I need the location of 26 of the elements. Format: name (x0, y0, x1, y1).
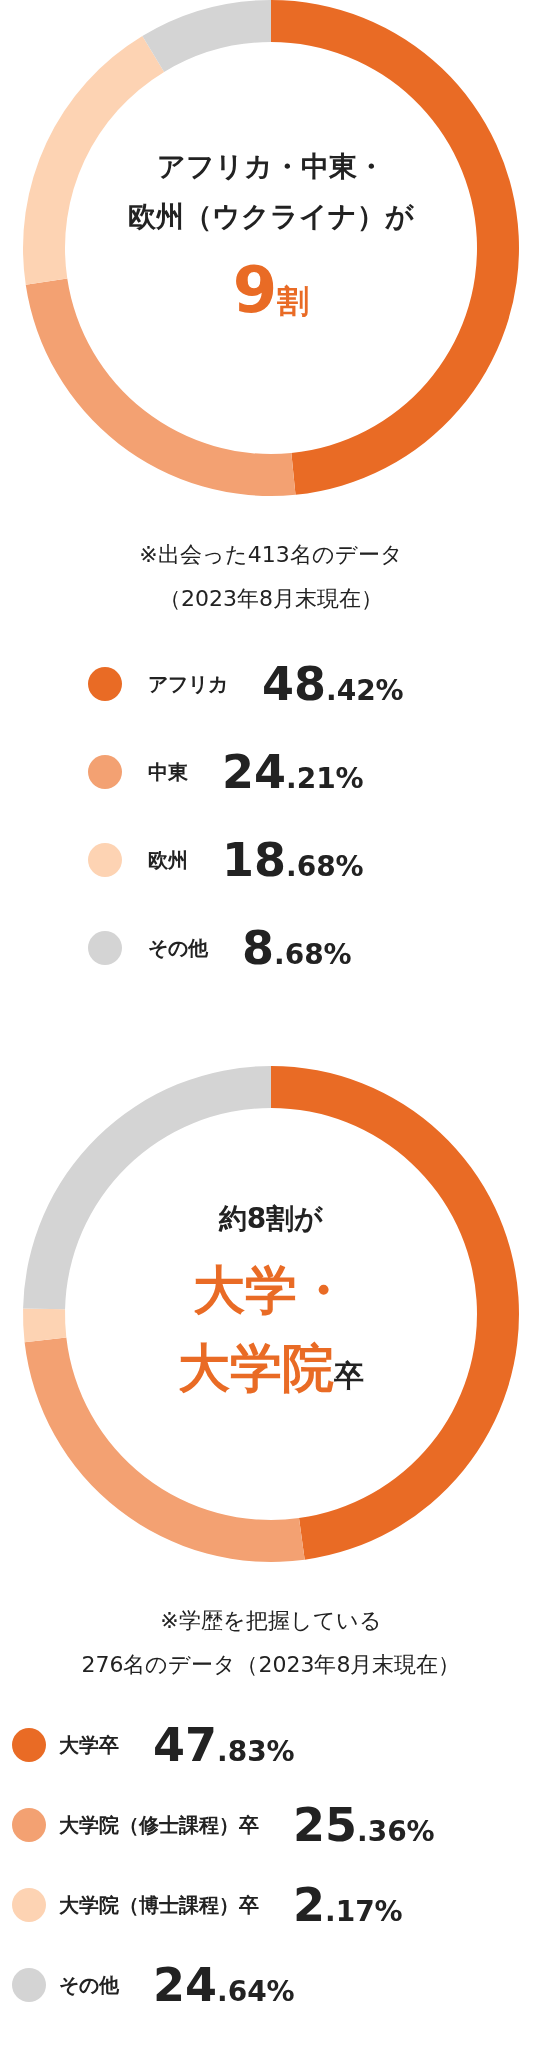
data-label: 2.17% (293, 1878, 403, 1932)
text: 約8割が (217, 1202, 325, 1235)
text: アフリカ・中東・欧州（ウクライナ）が (128, 150, 415, 233)
data-label: 47.83% (153, 1718, 295, 1772)
text: （2023年8月末現在） (159, 586, 383, 611)
data-label: 24.64% (153, 1958, 295, 2012)
legend-label: その他 (148, 936, 209, 960)
legend-label: 欧州 (148, 848, 188, 872)
legend-label: 中東 (148, 760, 188, 784)
text: 276名のデータ（2023年8月末現在） (81, 1652, 461, 1677)
legend-label: その他 (59, 1973, 120, 1997)
data-label: 25.36% (293, 1798, 435, 1852)
data-label: 24.21% (222, 745, 364, 799)
legend-label: 大学院（修士課程）卒 (59, 1813, 259, 1837)
text: ※学歴を把握している (160, 1608, 382, 1633)
legend-label: 大学院（博士課程）卒 (59, 1893, 259, 1917)
donut-slice (23, 1308, 67, 1343)
legend-label: アフリカ (148, 672, 228, 696)
data-label: 18.68% (222, 833, 364, 887)
text: 大学・大学院卒 (178, 1260, 364, 1398)
legend-label: 大学卒 (59, 1733, 119, 1757)
text: 9割 (232, 253, 310, 327)
data-label: 48.42% (262, 657, 404, 711)
donut-slice (142, 0, 271, 72)
text: ※出会った413名のデータ (139, 542, 403, 567)
data-label: 8.68% (242, 921, 352, 975)
